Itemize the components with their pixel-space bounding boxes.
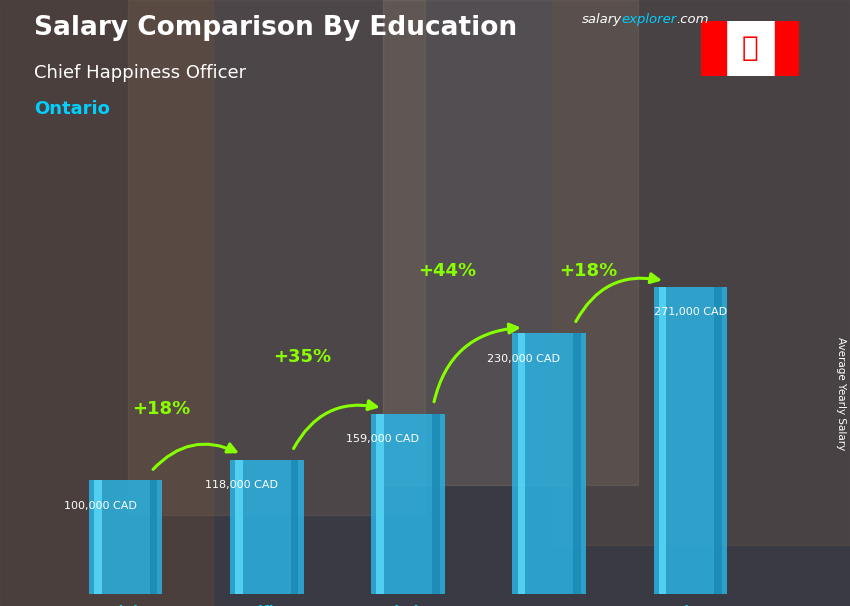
- Bar: [230, 460, 303, 594]
- Text: 230,000 CAD: 230,000 CAD: [487, 353, 560, 364]
- Text: Ontario: Ontario: [34, 100, 110, 118]
- Bar: [235, 460, 242, 594]
- Bar: [518, 333, 525, 594]
- Bar: [291, 460, 298, 594]
- Text: Chief Happiness Officer: Chief Happiness Officer: [34, 64, 246, 82]
- Text: salary: salary: [582, 13, 622, 26]
- Bar: [715, 287, 722, 594]
- Bar: [513, 333, 586, 594]
- Bar: [371, 414, 445, 594]
- Text: .com: .com: [676, 13, 708, 26]
- Text: 118,000 CAD: 118,000 CAD: [205, 481, 278, 490]
- Bar: [432, 414, 439, 594]
- Bar: [774, 21, 799, 76]
- Bar: [654, 287, 727, 594]
- Text: +18%: +18%: [559, 262, 618, 279]
- Text: 100,000 CAD: 100,000 CAD: [64, 501, 137, 511]
- Text: 159,000 CAD: 159,000 CAD: [346, 434, 419, 444]
- Bar: [574, 333, 581, 594]
- Text: Salary Comparison By Education: Salary Comparison By Education: [34, 15, 517, 41]
- Bar: [377, 414, 384, 594]
- Text: +18%: +18%: [132, 400, 190, 418]
- Text: 271,000 CAD: 271,000 CAD: [654, 307, 727, 317]
- Bar: [701, 21, 726, 76]
- Bar: [150, 481, 157, 594]
- Text: explorer: explorer: [621, 13, 677, 26]
- Bar: [89, 481, 162, 594]
- Text: 🍁: 🍁: [742, 35, 758, 62]
- Text: +44%: +44%: [418, 262, 477, 280]
- Bar: [94, 481, 101, 594]
- Text: Average Yearly Salary: Average Yearly Salary: [836, 338, 846, 450]
- Bar: [659, 287, 666, 594]
- Text: +35%: +35%: [273, 348, 332, 366]
